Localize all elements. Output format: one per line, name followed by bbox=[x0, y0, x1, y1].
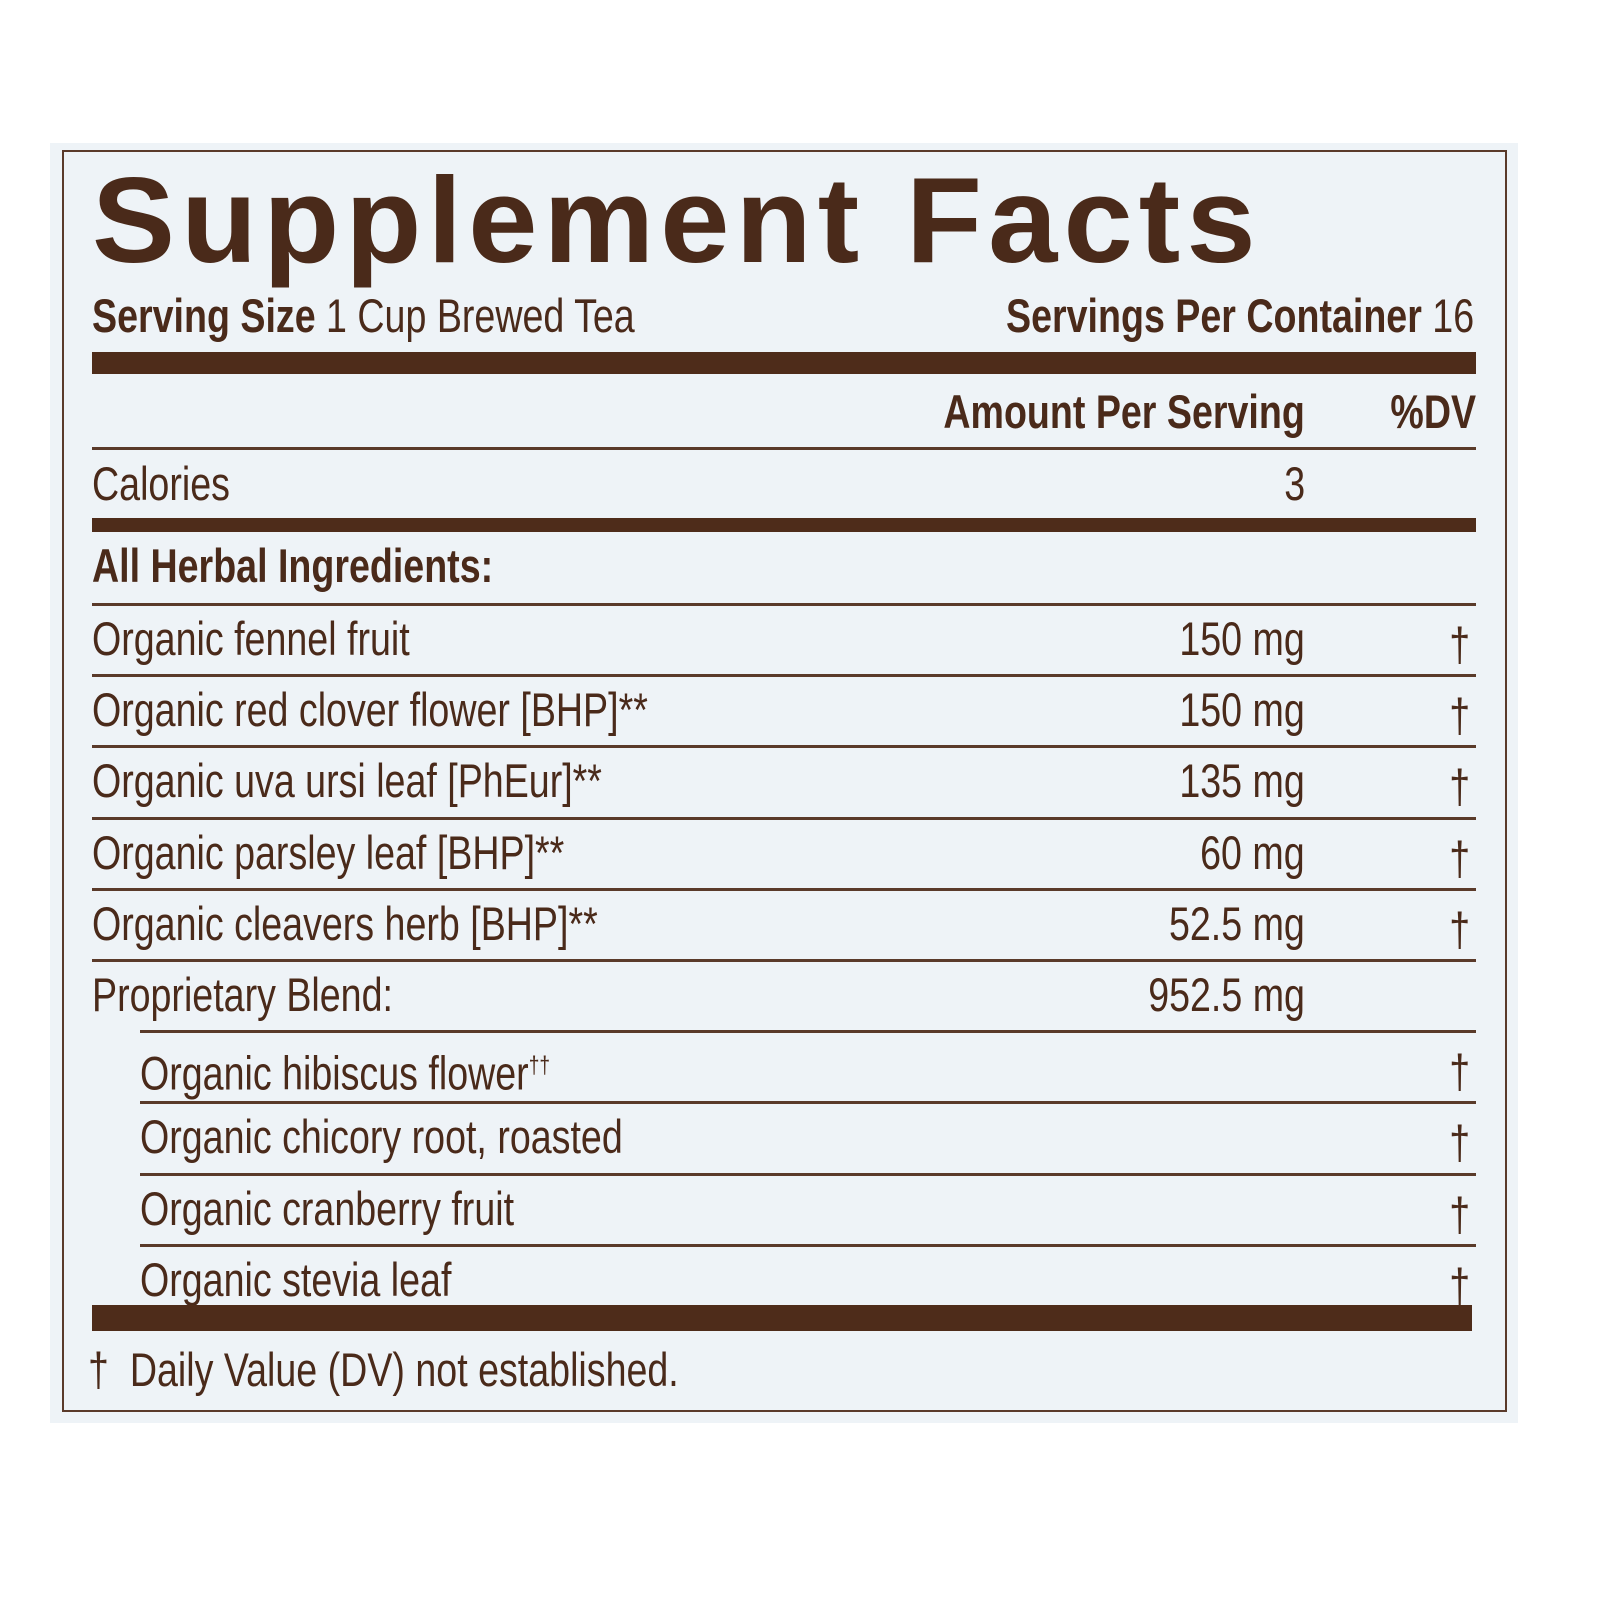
ingredient-name-text: Organic stevia leaf bbox=[140, 1253, 452, 1306]
dv-dagger: † bbox=[1444, 831, 1470, 887]
section-heading: All Herbal Ingredients: bbox=[92, 538, 593, 594]
dv-dagger: † bbox=[1444, 1115, 1470, 1171]
dv-dagger-text: † bbox=[1449, 832, 1470, 885]
supplement-facts-border bbox=[62, 150, 1507, 1412]
dv-header: %DV bbox=[1369, 384, 1476, 440]
serving-size: Serving Size 1 Cup Brewed Tea bbox=[92, 288, 770, 344]
amount-header: Amount Per Serving bbox=[853, 384, 1305, 440]
ingredient-amount: 52.5 mg bbox=[1135, 896, 1305, 952]
dv-dagger-text: † bbox=[1449, 1045, 1470, 1098]
calories-label-text: Calories bbox=[92, 457, 230, 510]
footnote-text: Daily Value (DV) not established. bbox=[129, 1343, 679, 1396]
ingredient-amount: 150 mg bbox=[1148, 611, 1305, 667]
ingredient-amount-text: 952.5 mg bbox=[1148, 968, 1305, 1021]
divider-thick bbox=[92, 352, 1476, 374]
dv-dagger: † bbox=[1444, 1044, 1470, 1100]
ingredient-name-text: Organic red clover flower [BHP]** bbox=[92, 683, 648, 736]
ingredient-name: Organic chicory root, roasted bbox=[140, 1109, 743, 1165]
ingredient-amount-text: 150 mg bbox=[1179, 612, 1305, 665]
ingredient-name-text: Organic cranberry fruit bbox=[140, 1182, 515, 1235]
ingredient-amount-text: 52.5 mg bbox=[1169, 897, 1305, 950]
serving-size-label: Serving Size bbox=[92, 289, 316, 342]
ingredient-amount: 952.5 mg bbox=[1109, 967, 1305, 1023]
row-divider bbox=[92, 674, 1476, 677]
row-divider bbox=[92, 959, 1476, 962]
dagger-symbol: † bbox=[88, 1343, 109, 1396]
ingredient-name: Proprietary Blend: bbox=[92, 967, 468, 1023]
dv-dagger-text: † bbox=[1449, 903, 1470, 956]
ingredient-name: Organic hibiscus flower†† bbox=[140, 1038, 653, 1102]
row-divider bbox=[92, 888, 1476, 891]
dv-dagger: † bbox=[1444, 1187, 1470, 1243]
dv-dagger: † bbox=[1444, 902, 1470, 958]
ingredient-name: Organic red clover flower [BHP]** bbox=[92, 682, 787, 738]
servings-per-container-value: 16 bbox=[1432, 289, 1474, 342]
serving-size-value: 1 Cup Brewed Tea bbox=[326, 289, 635, 342]
dv-dagger-text: † bbox=[1449, 689, 1470, 742]
ingredient-amount-text: 60 mg bbox=[1200, 826, 1305, 879]
ingredient-name: Organic stevia leaf bbox=[140, 1252, 529, 1308]
title: Supplement Facts bbox=[92, 152, 1262, 288]
footnote: † Daily Value (DV) not established. bbox=[88, 1342, 826, 1398]
ingredient-amount: 60 mg bbox=[1174, 825, 1305, 881]
divider-thick-bottom bbox=[92, 1305, 1472, 1331]
ingredient-name-text: Proprietary Blend: bbox=[92, 968, 393, 1021]
row-divider bbox=[92, 817, 1476, 820]
dv-dagger-text: † bbox=[1449, 618, 1470, 671]
ingredient-amount: 150 mg bbox=[1148, 682, 1305, 738]
dv-dagger: † bbox=[1444, 759, 1470, 815]
ingredient-name-text: Organic cleavers herb [BHP]** bbox=[92, 897, 598, 950]
servings-per-container-label: Servings Per Container bbox=[1005, 289, 1422, 342]
ingredient-name-text: Organic hibiscus flower bbox=[140, 1046, 529, 1100]
divider-medium bbox=[92, 518, 1476, 532]
row-divider bbox=[92, 603, 1476, 606]
row-divider bbox=[140, 1173, 1476, 1176]
ingredient-name: Organic cranberry fruit bbox=[140, 1181, 608, 1237]
ingredient-name: Organic cleavers herb [BHP]** bbox=[92, 896, 724, 952]
calories-amount-text: 3 bbox=[1284, 457, 1305, 510]
dv-dagger: † bbox=[1444, 1258, 1470, 1314]
dv-dagger: † bbox=[1444, 617, 1470, 673]
dv-dagger-text: † bbox=[1449, 1259, 1470, 1312]
ingredient-name-text: Organic parsley leaf [BHP]** bbox=[92, 826, 565, 879]
ingredient-name: Organic uva ursi leaf [PhEur]** bbox=[92, 753, 729, 809]
ingredient-name: Organic fennel fruit bbox=[92, 611, 489, 667]
row-divider bbox=[140, 1244, 1476, 1247]
section-heading-text: All Herbal Ingredients: bbox=[92, 539, 494, 592]
ingredient-name-text: Organic uva ursi leaf [PhEur]** bbox=[92, 754, 602, 807]
ingredient-name-text: Organic fennel fruit bbox=[92, 612, 410, 665]
divider bbox=[92, 447, 1476, 450]
ingredient-amount-text: 150 mg bbox=[1179, 683, 1305, 736]
dv-dagger-text: † bbox=[1449, 760, 1470, 813]
ingredient-name: Organic parsley leaf [BHP]** bbox=[92, 825, 682, 881]
row-divider bbox=[92, 745, 1476, 748]
row-divider bbox=[140, 1030, 1476, 1033]
ingredient-amount: 135 mg bbox=[1148, 753, 1305, 809]
dv-dagger: † bbox=[1444, 688, 1470, 744]
dv-header-text: %DV bbox=[1390, 385, 1476, 438]
calories-label: Calories bbox=[92, 456, 264, 512]
calories-amount: 3 bbox=[1279, 456, 1305, 512]
servings-per-container: Servings Per Container 16 bbox=[889, 288, 1474, 344]
row-divider bbox=[140, 1101, 1476, 1104]
dv-dagger-text: † bbox=[1449, 1116, 1470, 1169]
ingredient-amount-text: 135 mg bbox=[1179, 754, 1305, 807]
amount-header-text: Amount Per Serving bbox=[943, 385, 1305, 438]
ingredient-name-text: Organic chicory root, roasted bbox=[140, 1110, 623, 1163]
dv-dagger-text: † bbox=[1449, 1188, 1470, 1241]
footnote-marker: †† bbox=[528, 1052, 551, 1079]
